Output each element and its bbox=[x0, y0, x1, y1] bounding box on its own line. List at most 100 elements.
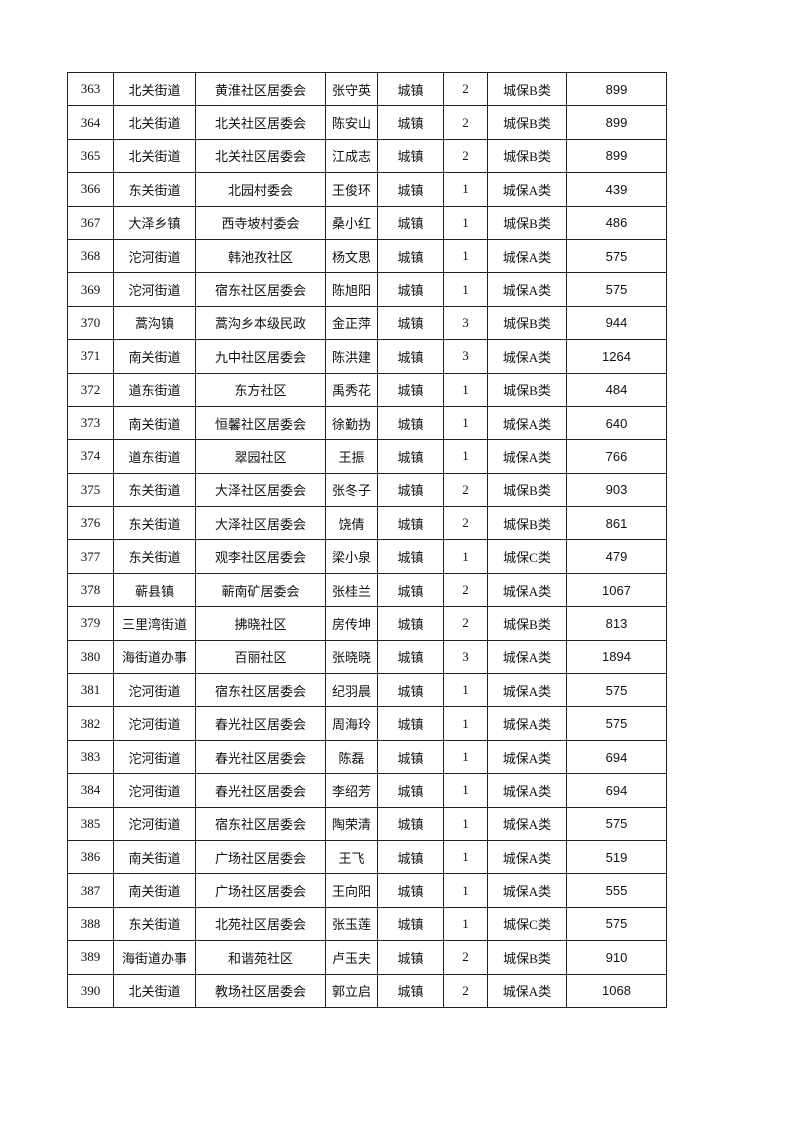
person-name-cell: 李绍芳 bbox=[325, 773, 378, 808]
household-size-cell: 2 bbox=[443, 105, 488, 140]
category-cell: 城保A类 bbox=[487, 773, 567, 808]
household-type-cell: 城镇 bbox=[377, 673, 444, 708]
table-row: 385 沱河街道 宿东社区居委会 陶荣清 城镇 1 城保A类 575 bbox=[67, 806, 667, 841]
row-number-cell: 366 bbox=[67, 172, 114, 207]
household-type-cell: 城镇 bbox=[377, 940, 444, 975]
household-size-cell: 2 bbox=[443, 506, 488, 541]
household-size-cell: 1 bbox=[443, 272, 488, 307]
table-row: 387 南关街道 广场社区居委会 王向阳 城镇 1 城保A类 555 bbox=[67, 873, 667, 908]
community-cell: 宿东社区居委会 bbox=[195, 806, 326, 841]
person-name-cell: 王飞 bbox=[325, 839, 378, 875]
table-row: 366 东关街道 北园村委会 王俊环 城镇 1 城保A类 439 bbox=[67, 172, 667, 207]
person-name-cell: 房传坤 bbox=[325, 606, 378, 641]
person-name-cell: 陈旭阳 bbox=[325, 272, 378, 307]
table-row: 381 沱河街道 宿东社区居委会 纪羽晨 城镇 1 城保A类 575 bbox=[67, 673, 667, 708]
street-cell: 北关街道 bbox=[113, 71, 196, 107]
street-cell: 沱河街道 bbox=[113, 739, 196, 775]
row-number-cell: 371 bbox=[67, 339, 114, 374]
row-number-cell: 373 bbox=[67, 405, 114, 441]
table-row: 379 三里湾街道 拂晓社区 房传坤 城镇 2 城保B类 813 bbox=[67, 606, 667, 641]
street-cell: 北关街道 bbox=[113, 105, 196, 140]
row-number-cell: 378 bbox=[67, 572, 114, 608]
community-cell: 北关社区居委会 bbox=[195, 105, 326, 140]
amount-cell: 899 bbox=[566, 138, 667, 174]
table-row: 363 北关街道 黄淮社区居委会 张守英 城镇 2 城保B类 899 bbox=[67, 71, 667, 107]
street-cell: 道东街道 bbox=[113, 439, 196, 474]
household-size-cell: 3 bbox=[443, 339, 488, 374]
person-name-cell: 饶倩 bbox=[325, 506, 378, 541]
amount-cell: 484 bbox=[566, 372, 667, 407]
household-size-cell: 1 bbox=[443, 205, 488, 240]
amount-cell: 575 bbox=[566, 906, 667, 942]
category-cell: 城保A类 bbox=[487, 572, 567, 608]
household-size-cell: 1 bbox=[443, 873, 488, 908]
row-number-cell: 370 bbox=[67, 305, 114, 341]
household-type-cell: 城镇 bbox=[377, 71, 444, 107]
household-type-cell: 城镇 bbox=[377, 739, 444, 775]
street-cell: 东关街道 bbox=[113, 906, 196, 942]
person-name-cell: 江成志 bbox=[325, 138, 378, 174]
street-cell: 沱河街道 bbox=[113, 673, 196, 708]
household-size-cell: 2 bbox=[443, 572, 488, 608]
household-size-cell: 1 bbox=[443, 238, 488, 274]
table-row: 370 蒿沟镇 蒿沟乡本级民政 金正萍 城镇 3 城保B类 944 bbox=[67, 305, 667, 341]
household-type-cell: 城镇 bbox=[377, 539, 444, 574]
community-cell: 教场社区居委会 bbox=[195, 973, 326, 1008]
street-cell: 沱河街道 bbox=[113, 706, 196, 741]
table-row: 376 东关街道 大泽社区居委会 饶倩 城镇 2 城保B类 861 bbox=[67, 506, 667, 541]
community-cell: 百丽社区 bbox=[195, 639, 326, 675]
street-cell: 大泽乡镇 bbox=[113, 205, 196, 240]
row-number-cell: 380 bbox=[67, 639, 114, 675]
community-cell: 西寺坡村委会 bbox=[195, 205, 326, 240]
household-type-cell: 城镇 bbox=[377, 839, 444, 875]
row-number-cell: 390 bbox=[67, 973, 114, 1008]
amount-cell: 944 bbox=[566, 305, 667, 341]
row-number-cell: 364 bbox=[67, 105, 114, 140]
community-cell: 蕲南矿居委会 bbox=[195, 572, 326, 608]
category-cell: 城保A类 bbox=[487, 405, 567, 441]
street-cell: 三里湾街道 bbox=[113, 606, 196, 641]
person-name-cell: 张冬子 bbox=[325, 472, 378, 508]
category-cell: 城保A类 bbox=[487, 172, 567, 207]
street-cell: 东关街道 bbox=[113, 172, 196, 207]
amount-cell: 575 bbox=[566, 238, 667, 274]
category-cell: 城保B类 bbox=[487, 472, 567, 508]
table-row: 364 北关街道 北关社区居委会 陈安山 城镇 2 城保B类 899 bbox=[67, 105, 667, 140]
household-type-cell: 城镇 bbox=[377, 906, 444, 942]
household-size-cell: 1 bbox=[443, 839, 488, 875]
row-number-cell: 376 bbox=[67, 506, 114, 541]
amount-cell: 575 bbox=[566, 706, 667, 741]
community-cell: 大泽社区居委会 bbox=[195, 472, 326, 508]
category-cell: 城保C类 bbox=[487, 539, 567, 574]
row-number-cell: 377 bbox=[67, 539, 114, 574]
person-name-cell: 陈洪建 bbox=[325, 339, 378, 374]
household-size-cell: 1 bbox=[443, 806, 488, 841]
person-name-cell: 陈磊 bbox=[325, 739, 378, 775]
street-cell: 东关街道 bbox=[113, 472, 196, 508]
table-row: 373 南关街道 恒馨社区居委会 徐勤㧑 城镇 1 城保A类 640 bbox=[67, 405, 667, 441]
amount-cell: 640 bbox=[566, 405, 667, 441]
household-type-cell: 城镇 bbox=[377, 873, 444, 908]
household-type-cell: 城镇 bbox=[377, 339, 444, 374]
household-type-cell: 城镇 bbox=[377, 472, 444, 508]
person-name-cell: 王振 bbox=[325, 439, 378, 474]
person-name-cell: 纪羽晨 bbox=[325, 673, 378, 708]
amount-cell: 575 bbox=[566, 806, 667, 841]
person-name-cell: 郭立启 bbox=[325, 973, 378, 1008]
person-name-cell: 桑小红 bbox=[325, 205, 378, 240]
community-cell: 拂晓社区 bbox=[195, 606, 326, 641]
household-type-cell: 城镇 bbox=[377, 572, 444, 608]
category-cell: 城保A类 bbox=[487, 706, 567, 741]
street-cell: 蕲县镇 bbox=[113, 572, 196, 608]
person-name-cell: 梁小泉 bbox=[325, 539, 378, 574]
person-name-cell: 张守英 bbox=[325, 71, 378, 107]
community-cell: 韩池孜社区 bbox=[195, 238, 326, 274]
category-cell: 城保A类 bbox=[487, 973, 567, 1008]
street-cell: 东关街道 bbox=[113, 506, 196, 541]
category-cell: 城保B类 bbox=[487, 372, 567, 407]
row-number-cell: 365 bbox=[67, 138, 114, 174]
row-number-cell: 368 bbox=[67, 238, 114, 274]
household-size-cell: 3 bbox=[443, 639, 488, 675]
category-cell: 城保B类 bbox=[487, 105, 567, 140]
person-name-cell: 徐勤㧑 bbox=[325, 405, 378, 441]
